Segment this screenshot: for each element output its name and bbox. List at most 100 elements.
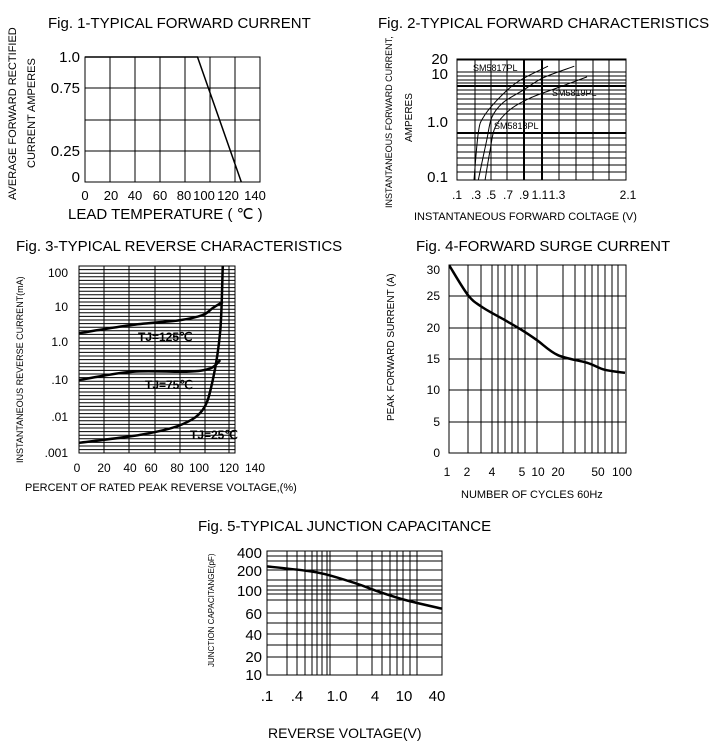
y-tick-label: 40	[245, 627, 262, 644]
fig3-ylabel: INSTANTANEOUS REVERSE CURRENT(mA)	[15, 276, 25, 463]
y-tick-label: 25	[427, 289, 441, 303]
y-tick-label: 0.75	[51, 80, 80, 97]
fig4-ylabel: PEAK FORWARD SURRENT (A)	[386, 273, 397, 421]
x-tick-label: .3	[471, 188, 481, 202]
x-tick-label: .4	[291, 688, 304, 705]
fig5-xlabel: REVERSE VOLTAGE(V)	[268, 725, 422, 741]
x-tick-label: 4	[489, 465, 496, 479]
fig2-xlabel: INSTANTANEOUS FORWARD COLTAGE (V)	[414, 211, 637, 223]
series-line-tj-25-	[79, 265, 225, 445]
x-tick-label: 20	[104, 188, 118, 203]
x-tick-label: 100	[193, 188, 215, 203]
plot-frame	[266, 550, 443, 676]
x-tick-label: 10	[396, 688, 413, 705]
y-tick-label: 1.0	[59, 49, 80, 66]
plot-frame	[78, 265, 236, 454]
x-tick-label: 2.1	[620, 188, 637, 202]
x-tick-label: 1.1	[532, 188, 549, 202]
x-tick-label: 50	[591, 465, 605, 479]
y-tick-label: 100	[237, 583, 262, 600]
series-line-sm5817pl	[473, 65, 549, 181]
fig2-title: Fig. 2-TYPICAL FORWARD CHARACTERISTICS	[378, 15, 709, 32]
fig1-xlabel: LEAD TEMPERATURE ( ℃ )	[68, 206, 263, 223]
plot-frame	[448, 264, 627, 454]
series-line-surge	[449, 264, 626, 375]
fig2-series-label-sm5818pl: SM5818PL	[494, 121, 539, 131]
y-tick-label: 10	[245, 667, 262, 684]
y-tick-label: 100	[48, 266, 68, 280]
x-tick-label: 80	[170, 461, 184, 475]
y-tick-label: 0	[433, 446, 440, 460]
x-tick-label: .5	[486, 188, 496, 202]
figure-3-plot: 0 20 40 60 80 100 120 140 100 10 1.0 .10 .01 .001	[45, 265, 265, 475]
fig5-ylabel: JUNCTION CAPACITANGE(pF)	[207, 553, 216, 667]
fig4-xlabel: NUMBER OF CYCLES 60Hz	[461, 489, 603, 501]
y-tick-label: 0.1	[427, 169, 448, 186]
y-tick-label: 10	[431, 66, 448, 83]
x-tick-label: 10	[531, 465, 545, 479]
fig3-series-label-tj125: TJ=125℃	[138, 330, 193, 344]
y-tick-label: 1.0	[51, 335, 68, 349]
x-tick-label: 100	[189, 461, 209, 475]
y-tick-label: 20	[427, 321, 441, 335]
series-line-sm5818pl	[477, 65, 575, 181]
fig5-title: Fig. 5-TYPICAL JUNCTION CAPACITANCE	[198, 518, 491, 535]
y-tick-label: 400	[237, 545, 262, 562]
y-tick-label: 1.0	[427, 114, 448, 131]
y-tick-label: 10	[55, 300, 69, 314]
series-line-tj-125-	[79, 300, 224, 335]
y-tick-label: 20	[431, 51, 448, 68]
x-tick-label: 40	[123, 461, 137, 475]
fig1-ylabel-line1: AVERAGE FORWARD RECTIFIED	[7, 27, 19, 200]
fig1-ylabel-line2: CURRENT AMPERES	[26, 58, 38, 168]
fig3-xlabel: PERCENT OF RATED PEAK REVERSE VOLTAGE,(%…	[25, 482, 297, 494]
x-tick-label: 2	[464, 465, 471, 479]
fig1-title: Fig. 1-TYPICAL FORWARD CURRENT	[48, 15, 311, 32]
plot-frame	[456, 58, 627, 181]
x-tick-label: 20	[97, 461, 111, 475]
x-tick-label: 140	[245, 461, 265, 475]
x-tick-label: 1	[444, 465, 451, 479]
fig2-series-label-sm5817pl: SM5817PL	[473, 63, 518, 73]
fig4-title: Fig. 4-FORWARD SURGE CURRENT	[416, 238, 670, 255]
x-tick-label: 4	[371, 688, 379, 705]
x-tick-label: 1.0	[327, 688, 348, 705]
y-tick-label: .001	[45, 446, 69, 460]
x-tick-label: 80	[177, 188, 191, 203]
x-tick-label: 100	[612, 465, 632, 479]
y-tick-label: .01	[51, 410, 68, 424]
y-tick-label: 20	[245, 649, 262, 666]
fig2-series-label-sm5819pl: SM5819PL	[552, 88, 597, 98]
x-tick-label: .1	[261, 688, 274, 705]
fig3-title: Fig. 3-TYPICAL REVERSE CHARACTERISTICS	[16, 238, 342, 255]
y-tick-label: .10	[51, 373, 68, 387]
series-line-sm5819pl	[484, 76, 588, 181]
y-tick-label: 10	[427, 383, 441, 397]
y-tick-label: 0	[72, 169, 80, 186]
x-tick-label: 40	[128, 188, 142, 203]
x-tick-label: .1	[452, 188, 462, 202]
x-tick-label: .9	[519, 188, 529, 202]
x-tick-label: 60	[144, 461, 158, 475]
x-tick-label: 140	[244, 188, 266, 203]
x-tick-label: 0	[81, 188, 88, 203]
x-tick-label: .7	[503, 188, 513, 202]
fig2-ylabel-line1: INSTANTANEOUS FORWARD CURRENT,	[384, 36, 394, 208]
y-tick-label: 5	[433, 415, 440, 429]
x-tick-label: 0	[74, 461, 81, 475]
y-tick-label: 200	[237, 563, 262, 580]
figure-1-plot: 0 20 40 60 80 100 120 140 1.0 0.75 0.25 0	[51, 49, 266, 203]
x-tick-label: 120	[219, 461, 239, 475]
y-tick-label: 0.25	[51, 143, 80, 160]
x-tick-label: 1.3	[549, 188, 566, 202]
x-tick-label: 120	[217, 188, 239, 203]
fig2-ylabel-line2: AMPERES	[404, 93, 415, 142]
series-line-derating	[85, 56, 243, 183]
y-tick-label: 30	[427, 263, 441, 277]
y-tick-label: 60	[245, 606, 262, 623]
x-tick-label: 60	[153, 188, 167, 203]
